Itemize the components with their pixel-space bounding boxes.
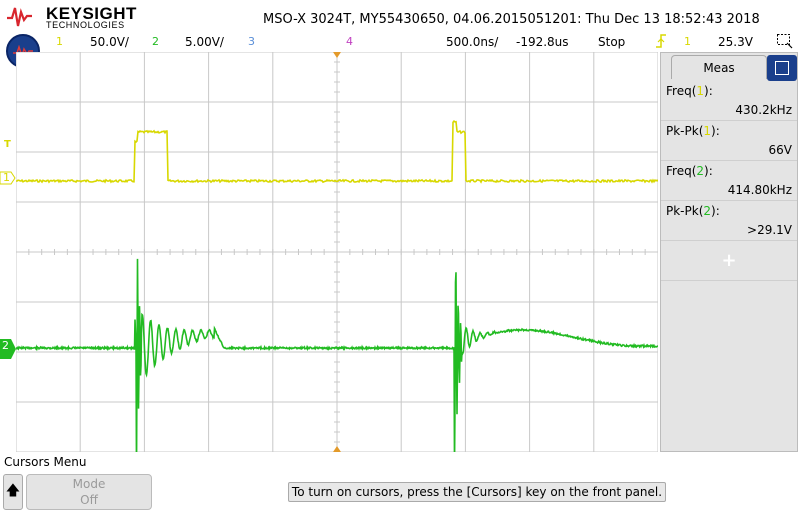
- measurement-row[interactable]: Freq(1): 430.2kHz: [661, 81, 797, 121]
- ch1-number[interactable]: 1: [56, 35, 63, 48]
- menu-title: Cursors Menu: [4, 455, 87, 469]
- keysight-logo: KEYSIGHT TECHNOLOGIES: [4, 2, 154, 32]
- measurement-row[interactable]: Pk-Pk(2): >29.1V: [661, 201, 797, 241]
- softkey-bar: Cursors Menu 🡅 Mode Off To turn on curso…: [0, 452, 800, 512]
- ch1-waveform: [16, 119, 658, 184]
- run-state[interactable]: Stop: [598, 35, 626, 49]
- ch1-trigger-marker-label: T: [4, 139, 11, 150]
- measurement-name: Freq(: [666, 164, 697, 178]
- trigger-channel: 1: [684, 35, 691, 48]
- measurement-row[interactable]: Pk-Pk(1): 66V: [661, 121, 797, 161]
- ch3-number[interactable]: 3: [248, 35, 255, 48]
- measurement-value: 66V: [768, 143, 792, 157]
- ch2-ground-marker[interactable]: 2: [0, 339, 16, 359]
- trigger-position-marker: [333, 52, 341, 452]
- ch2-waveform: [16, 258, 658, 452]
- measurement-label: Pk-Pk(2):: [666, 204, 720, 218]
- measurement-label: Pk-Pk(1):: [666, 124, 720, 138]
- instrument-title: MSO-X 3024T, MY55430650, 04.06.201505120…: [263, 12, 760, 27]
- ch1-ground-label: 1: [3, 171, 10, 184]
- mode-softkey[interactable]: Mode Off: [26, 474, 152, 510]
- trigger-level[interactable]: 25.3V: [718, 35, 753, 49]
- measurement-channel: 2: [696, 164, 705, 178]
- measurement-suffix: ):: [704, 164, 713, 178]
- measurement-suffix: ):: [711, 204, 720, 218]
- waveform-display[interactable]: [16, 52, 658, 452]
- measurement-name: Pk-Pk(: [666, 204, 704, 218]
- measurement-suffix: ):: [711, 124, 720, 138]
- plus-icon: +: [721, 250, 737, 271]
- capture-icon[interactable]: [776, 33, 794, 52]
- graticule-grid: [16, 52, 658, 452]
- ch1-trigger-marker[interactable]: T: [4, 139, 16, 153]
- delay[interactable]: -192.8us: [516, 35, 569, 49]
- up-arrow-icon: 🡅: [5, 483, 21, 499]
- cursor-hint: To turn on cursors, press the [Cursors] …: [288, 482, 666, 502]
- add-measurement-button[interactable]: +: [661, 241, 797, 281]
- timebase[interactable]: 500.0ns/: [446, 35, 499, 49]
- ch2-scale[interactable]: 5.00V/: [185, 35, 224, 49]
- measurement-channel: 1: [703, 124, 712, 138]
- brand-name: KEYSIGHT: [46, 4, 137, 23]
- ch1-scale[interactable]: 50.0V/: [90, 35, 129, 49]
- ch2-ground-label: 2: [2, 339, 9, 352]
- measurement-list: Freq(1): 430.2kHz Pk-Pk(1): 66V Freq(2):…: [661, 81, 797, 281]
- measurement-label: Freq(2):: [666, 164, 713, 178]
- measurement-value: 414.80kHz: [727, 183, 792, 197]
- keysight-wave-icon: [7, 7, 32, 27]
- capture-tab-icon[interactable]: [767, 55, 797, 81]
- measurement-name: Pk-Pk(: [666, 124, 704, 138]
- trigger-edge-icon: [655, 33, 667, 52]
- measurement-channel: 1: [696, 84, 705, 98]
- measurement-value: >29.1V: [747, 223, 792, 237]
- measurement-label: Freq(1):: [666, 84, 713, 98]
- mode-value: Off: [80, 493, 98, 507]
- measurement-channel: 2: [703, 204, 712, 218]
- measurement-value: 430.2kHz: [735, 103, 792, 117]
- ch2-number[interactable]: 2: [152, 35, 159, 48]
- status-bar: 1 50.0V/ 2 5.00V/ 3 4 500.0ns/ -192.8us …: [40, 33, 800, 51]
- measurement-panel: Meas Freq(1): 430.2kHz Pk-Pk(1): 66V Fre…: [660, 52, 798, 452]
- measurement-row[interactable]: Freq(2): 414.80kHz: [661, 161, 797, 201]
- mode-label: Mode: [72, 477, 106, 491]
- measurement-name: Freq(: [666, 84, 697, 98]
- tab-meas[interactable]: Meas: [671, 55, 767, 79]
- brand-sub: TECHNOLOGIES: [46, 20, 125, 30]
- menu-up-button[interactable]: 🡅: [3, 474, 23, 510]
- ch4-number[interactable]: 4: [346, 35, 353, 48]
- measurement-suffix: ):: [704, 84, 713, 98]
- ch1-ground-marker[interactable]: 1: [0, 171, 16, 185]
